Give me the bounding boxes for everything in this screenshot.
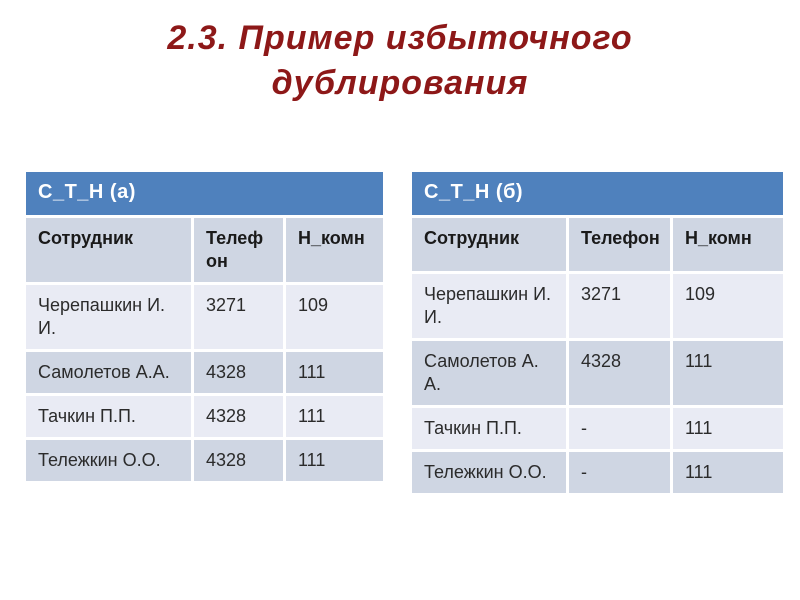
table-row: Тачкин П.П. - 111 xyxy=(412,408,783,452)
cell-room: 109 xyxy=(286,285,383,352)
slide-title-line2: дублирования xyxy=(271,64,529,102)
cell-employee: Самолетов А. А. xyxy=(412,341,569,408)
cell-room: 111 xyxy=(286,440,383,484)
table-a-grid: Сотрудник Телефон Н_комн Черепашкин И. И… xyxy=(26,218,383,484)
cell-phone: 4328 xyxy=(194,396,286,440)
column-header-phone: Телефон xyxy=(194,218,286,285)
slide-title: 2.3. Пример избыточного дублирования xyxy=(0,16,800,106)
cell-room: 109 xyxy=(673,274,783,341)
cell-room: 111 xyxy=(673,408,783,452)
cell-employee: Черепашкин И. И. xyxy=(26,285,194,352)
table-row: Тачкин П.П. 4328 111 xyxy=(26,396,383,440)
cell-phone: 3271 xyxy=(569,274,673,341)
column-header-phone: Телефон xyxy=(569,218,673,274)
column-header-room: Н_комн xyxy=(673,218,783,274)
cell-room: 111 xyxy=(286,352,383,396)
cell-room: 111 xyxy=(673,452,783,496)
column-header-employee: Сотрудник xyxy=(412,218,569,274)
column-header-room: Н_комн xyxy=(286,218,383,285)
cell-employee: Черепашкин И. И. xyxy=(412,274,569,341)
table-row: Тележкин О.О. 4328 111 xyxy=(26,440,383,484)
table-a-header-row: Сотрудник Телефон Н_комн xyxy=(26,218,383,285)
cell-phone: 4328 xyxy=(194,440,286,484)
cell-room: 111 xyxy=(673,341,783,408)
cell-phone: 4328 xyxy=(194,352,286,396)
table-b: С_Т_Н (б) Сотрудник Телефон Н_комн Череп… xyxy=(412,172,783,496)
table-row: Черепашкин И. И. 3271 109 xyxy=(26,285,383,352)
cell-phone: 4328 xyxy=(569,341,673,408)
cell-employee: Тачкин П.П. xyxy=(26,396,194,440)
cell-phone: - xyxy=(569,452,673,496)
table-b-header-row: Сотрудник Телефон Н_комн xyxy=(412,218,783,274)
table-row: Самолетов А. А. 4328 111 xyxy=(412,341,783,408)
cell-room: 111 xyxy=(286,396,383,440)
table-a: С_Т_Н (а) Сотрудник Телефон Н_комн Череп… xyxy=(26,172,383,484)
cell-phone: 3271 xyxy=(194,285,286,352)
table-b-grid: Сотрудник Телефон Н_комн Черепашкин И. И… xyxy=(412,218,783,496)
slide-title-line1: 2.3. Пример избыточного xyxy=(167,19,633,57)
cell-employee: Тачкин П.П. xyxy=(412,408,569,452)
table-row: Самолетов А.А. 4328 111 xyxy=(26,352,383,396)
cell-employee: Самолетов А.А. xyxy=(26,352,194,396)
cell-phone: - xyxy=(569,408,673,452)
cell-employee: Тележкин О.О. xyxy=(26,440,194,484)
cell-employee: Тележкин О.О. xyxy=(412,452,569,496)
table-b-title-bar: С_Т_Н (б) xyxy=(412,172,783,215)
column-header-employee: Сотрудник xyxy=(26,218,194,285)
table-a-title-bar: С_Т_Н (а) xyxy=(26,172,383,215)
table-row: Черепашкин И. И. 3271 109 xyxy=(412,274,783,341)
table-row: Тележкин О.О. - 111 xyxy=(412,452,783,496)
